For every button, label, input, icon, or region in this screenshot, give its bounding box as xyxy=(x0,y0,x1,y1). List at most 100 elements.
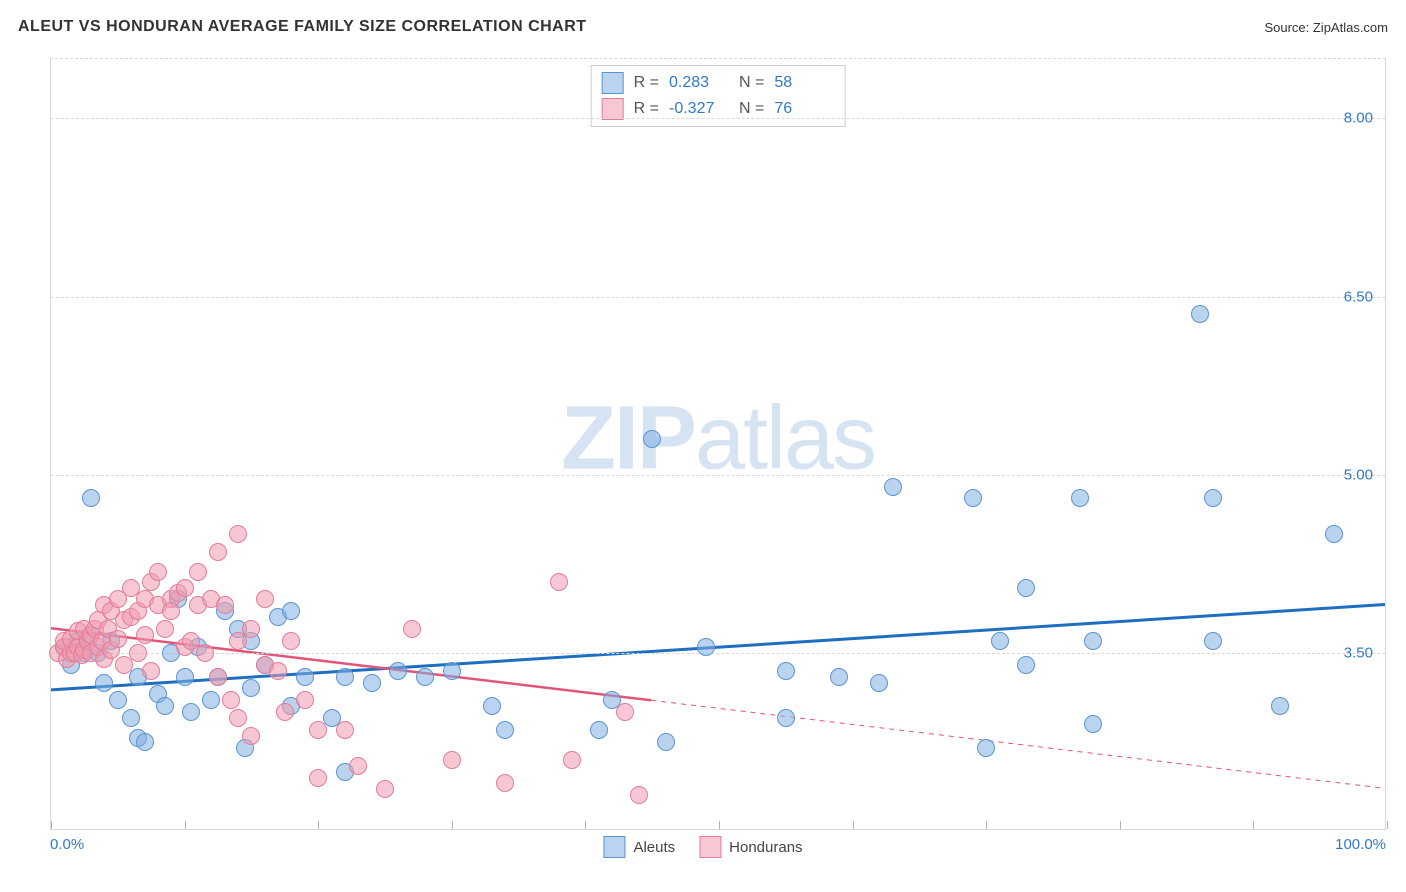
data-point xyxy=(109,630,127,648)
data-point xyxy=(256,590,274,608)
legend-swatch xyxy=(602,72,624,94)
data-point xyxy=(1017,579,1035,597)
data-point xyxy=(496,721,514,739)
stats-row: R = 0.283 N = 58 xyxy=(602,70,835,96)
data-point xyxy=(830,668,848,686)
data-point xyxy=(156,697,174,715)
data-point xyxy=(296,668,314,686)
data-point xyxy=(269,662,287,680)
data-point xyxy=(156,620,174,638)
legend-swatch xyxy=(603,836,625,858)
legend-swatch xyxy=(699,836,721,858)
data-point xyxy=(657,733,675,751)
data-point xyxy=(216,596,234,614)
data-point xyxy=(209,668,227,686)
data-point xyxy=(1191,305,1209,323)
data-point xyxy=(643,430,661,448)
data-point xyxy=(189,563,207,581)
data-point xyxy=(630,786,648,804)
data-point xyxy=(991,632,1009,650)
data-point xyxy=(109,691,127,709)
n-value: 58 xyxy=(774,74,834,92)
data-point xyxy=(336,721,354,739)
data-point xyxy=(309,769,327,787)
x-tick xyxy=(1120,821,1121,829)
data-point xyxy=(1325,525,1343,543)
data-point xyxy=(282,602,300,620)
y-tick-label: 5.00 xyxy=(1344,466,1373,483)
grid-line xyxy=(51,297,1385,298)
legend-item: Hondurans xyxy=(699,836,802,858)
legend-label: Hondurans xyxy=(729,839,802,856)
legend-label: Aleuts xyxy=(633,839,675,856)
data-point xyxy=(242,727,260,745)
data-point xyxy=(1017,656,1035,674)
data-point xyxy=(443,662,461,680)
data-point xyxy=(389,662,407,680)
data-point xyxy=(95,674,113,692)
legend-swatch xyxy=(602,98,624,120)
data-point xyxy=(363,674,381,692)
x-tick xyxy=(185,821,186,829)
x-tick xyxy=(853,821,854,829)
data-point xyxy=(296,691,314,709)
data-point xyxy=(176,579,194,597)
x-tick xyxy=(452,821,453,829)
data-point xyxy=(196,644,214,662)
r-value: -0.327 xyxy=(669,100,729,118)
grid-line xyxy=(51,475,1385,476)
data-point xyxy=(777,662,795,680)
data-point xyxy=(1204,489,1222,507)
x-tick xyxy=(986,821,987,829)
grid-line xyxy=(51,653,1385,654)
data-point xyxy=(964,489,982,507)
x-tick xyxy=(1253,821,1254,829)
data-point xyxy=(136,733,154,751)
data-point xyxy=(483,697,501,715)
series-legend: Aleuts Hondurans xyxy=(603,836,802,858)
x-tick xyxy=(51,821,52,829)
source-label: Source: ZipAtlas.com xyxy=(1264,20,1388,35)
data-point xyxy=(616,703,634,721)
x-axis-label-min: 0.0% xyxy=(50,836,84,853)
data-point xyxy=(242,620,260,638)
n-label: N = xyxy=(739,74,764,92)
x-tick xyxy=(318,821,319,829)
data-point xyxy=(149,563,167,581)
data-point xyxy=(1204,632,1222,650)
data-point xyxy=(222,691,240,709)
data-point xyxy=(403,620,421,638)
data-point xyxy=(122,709,140,727)
data-point xyxy=(176,668,194,686)
data-point xyxy=(376,780,394,798)
n-label: N = xyxy=(739,100,764,118)
data-point xyxy=(590,721,608,739)
grid-line xyxy=(51,118,1385,119)
data-point xyxy=(550,573,568,591)
data-point xyxy=(1271,697,1289,715)
data-point xyxy=(82,489,100,507)
data-point xyxy=(349,757,367,775)
data-point xyxy=(884,478,902,496)
data-point xyxy=(697,638,715,656)
x-tick xyxy=(1387,821,1388,829)
data-point xyxy=(1084,632,1102,650)
data-point xyxy=(336,668,354,686)
legend-item: Aleuts xyxy=(603,836,675,858)
r-value: 0.283 xyxy=(669,74,729,92)
data-point xyxy=(777,709,795,727)
y-tick-label: 3.50 xyxy=(1344,644,1373,661)
data-point xyxy=(229,709,247,727)
y-tick-label: 6.50 xyxy=(1344,288,1373,305)
data-point xyxy=(182,703,200,721)
data-point xyxy=(129,644,147,662)
r-label: R = xyxy=(634,74,659,92)
source-link[interactable]: ZipAtlas.com xyxy=(1313,20,1388,35)
data-point xyxy=(229,525,247,543)
y-tick-label: 8.00 xyxy=(1344,110,1373,127)
x-tick xyxy=(719,821,720,829)
data-point xyxy=(563,751,581,769)
data-point xyxy=(202,691,220,709)
data-point xyxy=(443,751,461,769)
data-point xyxy=(870,674,888,692)
